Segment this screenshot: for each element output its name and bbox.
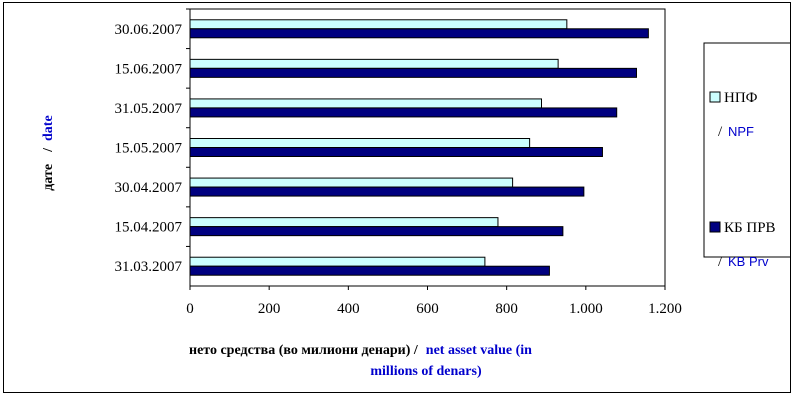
legend-label-kb-prv: КБ ПРВ xyxy=(724,220,776,236)
y-axis-title: дате / date xyxy=(39,115,56,190)
bar-npf xyxy=(189,58,559,69)
y-axis-title-slash: / xyxy=(41,147,56,153)
y-tick-label: 15.05.2007 xyxy=(115,141,183,157)
legend-label-kb-prv-english: KB Prv xyxy=(728,254,769,269)
x-tick-label: 1.200 xyxy=(648,301,682,317)
x-axis-title-english-1: net asset value (in xyxy=(426,343,532,358)
legend-box xyxy=(703,42,790,258)
x-tick-label: 200 xyxy=(258,301,281,317)
bar-kb-prv xyxy=(189,265,550,276)
bar-npf xyxy=(189,19,568,30)
bar-kb-prv xyxy=(189,226,564,237)
bar-npf xyxy=(189,138,531,148)
bar-npf xyxy=(189,98,542,109)
legend-label-npf-english: NPF xyxy=(728,124,754,139)
y-tick-label: 31.05.2007 xyxy=(115,101,183,117)
x-tick-label: 800 xyxy=(495,301,518,317)
y-tick-label: 30.04.2007 xyxy=(115,180,183,196)
x-tick-label: 1.000 xyxy=(569,301,603,317)
bar-npf xyxy=(189,217,499,228)
legend-swatch-kb-prv xyxy=(709,221,721,233)
x-tick-label: 600 xyxy=(416,301,439,317)
x-axis-title-english-2: millions of denars) xyxy=(370,364,482,379)
y-tick-label: 31.03.2007 xyxy=(115,259,183,275)
bar-npf xyxy=(189,177,514,188)
y-axis-title-native: дате xyxy=(41,164,56,191)
bar-kb-prv xyxy=(189,107,618,118)
x-axis-title-native: нето средства (во милиони денари) / xyxy=(189,343,419,358)
y-tick-label: 30.06.2007 xyxy=(115,22,183,38)
legend-slash-npf: / xyxy=(718,124,723,140)
x-tick-label: 400 xyxy=(337,301,360,317)
y-tick-label: 15.06.2007 xyxy=(115,61,183,77)
bar-kb-prv xyxy=(189,67,637,78)
x-tick-label: 0 xyxy=(186,301,194,317)
chart-frame: 31.03.2007 15.04.2007 30.04.2007 15.05.2007… xyxy=(3,2,791,393)
legend-slash-kb-prv: / xyxy=(718,254,723,270)
x-axis-title-line1: нето средства (во милиони денари) / net … xyxy=(189,341,532,358)
bar-chart: 31.03.2007 15.04.2007 30.04.2007 15.05.2007… xyxy=(39,8,790,379)
bar-kb-prv xyxy=(189,186,585,197)
bar-npf xyxy=(189,256,486,267)
bar-kb-prv xyxy=(189,147,603,157)
y-axis-title-english: date xyxy=(41,115,56,141)
legend-swatch-npf xyxy=(709,91,721,103)
legend-label-npf: НПФ xyxy=(724,90,758,106)
legend: НПФ / NPF КБ ПРВ / KB Prv xyxy=(703,42,790,270)
y-tick-label: 15.04.2007 xyxy=(115,220,183,236)
bar-kb-prv xyxy=(189,28,649,39)
